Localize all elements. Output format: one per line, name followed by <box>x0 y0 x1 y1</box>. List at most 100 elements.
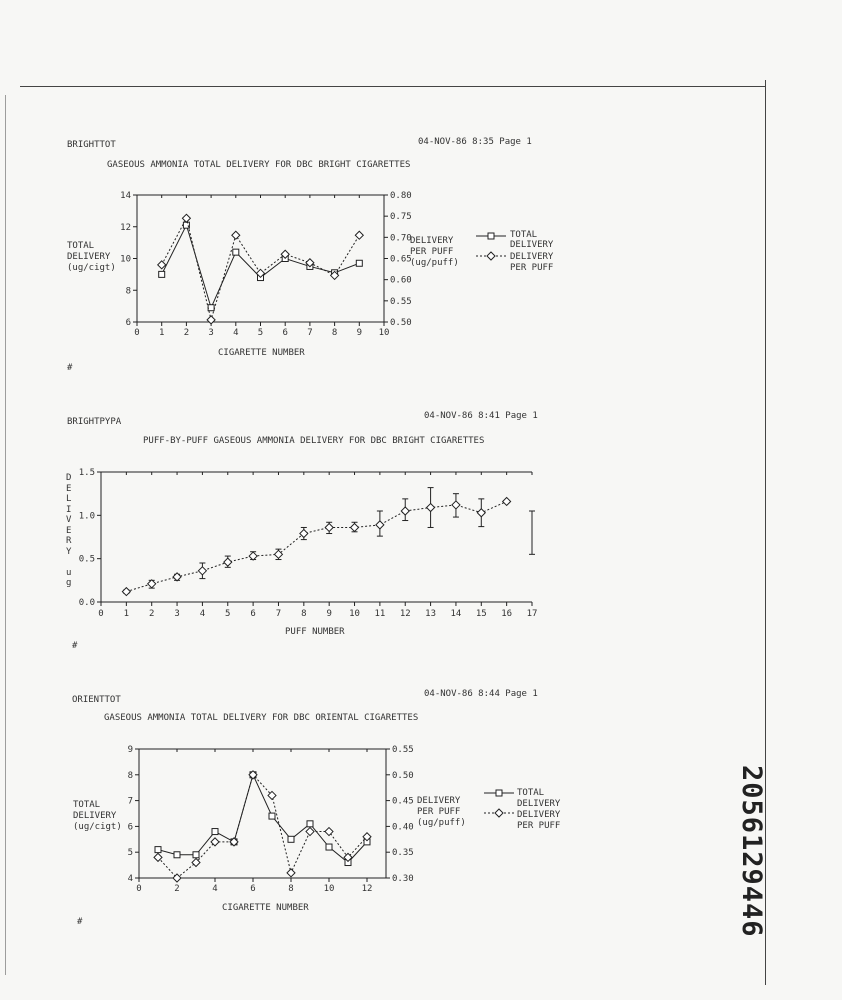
chart1-ylabel-2: DELIVERY <box>67 252 111 262</box>
chart3-series-1-point <box>229 837 239 847</box>
chart2-plot: 0 1 2 3 4 5 6 7 8 9 10 11 12 13 14 15 16 170.00.51.01.5 <box>79 468 538 619</box>
chart2-ytick-label: 1.5 <box>79 468 95 478</box>
chart2-xlabel: PUFF NUMBER <box>285 627 345 637</box>
chart3-ytick-label: 8 <box>128 771 133 781</box>
chart1-y2tick-label: 0.70 <box>390 233 412 243</box>
chart1-ytick-label: 8 <box>126 286 131 296</box>
chart3-xlabel: CIGARETTE NUMBER <box>222 903 309 913</box>
chart3-series-0-point <box>306 820 314 828</box>
chart2-xtick-label: 10 <box>349 609 360 619</box>
chart1-ylabel-3: (ug/cigt) <box>67 263 116 273</box>
chart2-point <box>248 551 258 561</box>
chart3-series-1-point <box>210 837 220 847</box>
chart3-legend-total-2: DELIVERY <box>517 799 561 809</box>
chart1-series-1-point <box>206 315 216 325</box>
chart1-ylabel-1: TOTAL <box>67 241 95 251</box>
chart3-y2tick-label: 0.30 <box>392 874 414 884</box>
chart3-series-0-point <box>173 851 181 859</box>
chart1-xtick-label: 8 <box>332 328 337 338</box>
chart2-point <box>349 522 360 533</box>
chart3-series-1-point <box>172 873 182 883</box>
chart1-xtick-label: 1 <box>159 328 164 338</box>
chart1-series-0-point <box>355 259 363 267</box>
chart2-footer: # <box>72 641 78 651</box>
chart3-ylabel-3: (ug/cigt) <box>73 822 122 832</box>
chart1-series-0-point <box>232 248 240 256</box>
chart1-series-1-point <box>156 260 167 270</box>
chart1-xtick-label: 0 <box>134 328 139 338</box>
chart3-y2tick-label: 0.35 <box>392 848 414 858</box>
page-border-left <box>5 95 6 975</box>
chart2-xtick-label: 9 <box>326 609 331 619</box>
chart3-plot-frame <box>138 748 387 879</box>
chart1-xtick-label: 3 <box>208 328 213 338</box>
chart2-ytick-label: 0.5 <box>79 555 95 565</box>
chart1-legend-puff-2: PER PUFF <box>510 263 554 273</box>
chart2-point <box>425 502 436 513</box>
chart3-legend-total-1: TOTAL <box>517 788 545 798</box>
chart3-ylabel-2: DELIVERY <box>73 811 117 821</box>
chart3-legend-swatches <box>484 789 514 818</box>
chart2-ylabel-letter: g <box>66 578 72 588</box>
chart1-y2tick-label: 0.65 <box>390 255 412 265</box>
chart2-xtick-label: 15 <box>476 609 487 619</box>
chart3-y2tick-label: 0.45 <box>392 797 414 807</box>
chart3-series-0-point <box>192 851 200 859</box>
chart2-ylabel-letter: u <box>66 567 72 578</box>
chart1-y2label-1: DELIVERY <box>410 236 454 246</box>
chart2-xtick-label: 1 <box>124 609 129 619</box>
chart2-timestamp: 04-NOV-86 8:41 Page 1 <box>424 411 538 421</box>
chart2-point <box>299 528 309 539</box>
chart2-ylabel-letter: V <box>66 515 72 525</box>
chart2-point <box>476 508 487 518</box>
chart3-series-1-point <box>343 852 353 863</box>
chart3-xtick-label: 12 <box>362 884 373 894</box>
chart3-series-line-1 <box>157 773 368 879</box>
chart3-series-1-point <box>248 770 258 780</box>
bates-stamp: 2056129446 <box>736 765 767 938</box>
chart2-ylabel-letter: I <box>66 504 72 515</box>
chart3-footer: # <box>77 917 83 927</box>
chart1-series-1-point <box>305 258 315 268</box>
chart3-plot: 0 2 4 6 8 10 12 4 5 6 7 8 9 0.30 0.35 0.40 0.45 0.50 0.55 <box>128 745 414 894</box>
chart1-ytick-label: 10 <box>120 255 131 265</box>
chart3-xtick-label: 4 <box>212 884 217 894</box>
chart3-series-1-point <box>153 852 163 863</box>
chart3-title: GASEOUS AMMONIA TOTAL DELIVERY FOR DBC O… <box>104 713 419 723</box>
chart1-timestamp: 04-NOV-86 8:35 Page 1 <box>418 137 532 147</box>
chart2-series-line <box>126 501 507 593</box>
chart3-ytick-label: 5 <box>128 848 133 858</box>
chart1-xtick-label: 5 <box>258 328 263 338</box>
chart2-xtick-label: 17 <box>527 609 538 619</box>
chart2-xtick-label: 8 <box>301 609 306 619</box>
chart1-xtick-label: 6 <box>282 328 287 338</box>
chart2-point <box>197 566 208 576</box>
chart1-series-1-point <box>255 268 266 279</box>
chart2-point <box>172 572 182 582</box>
chart2-ylabel-letter: R <box>66 536 72 546</box>
chart3-ytick-label: 7 <box>128 797 133 807</box>
chart3-file-label: ORIENTTOT <box>72 695 121 705</box>
chart2-xtick-label: 0 <box>98 609 103 619</box>
chart1-series-1-point <box>231 230 241 240</box>
chart3-series-0-point <box>325 843 333 851</box>
chart2-point <box>501 496 512 507</box>
chart3-y2tick-label: 0.50 <box>392 771 414 781</box>
chart1-legend-puff-1: DELIVERY <box>510 252 554 262</box>
chart3-series-0-point <box>287 835 295 843</box>
chart1-series-1-point <box>329 270 340 281</box>
chart3-legend-puff-2: PER PUFF <box>517 821 561 831</box>
chart1-y2tick-label: 0.55 <box>390 297 412 307</box>
chart1-series-1-point <box>181 213 192 223</box>
chart3-legend-puff-1: DELIVERY <box>517 810 561 820</box>
chart1-y2tick-label: 0.60 <box>390 276 412 286</box>
chart3-series-1-point <box>305 826 315 837</box>
chart3-series-0-point <box>154 846 162 854</box>
chart2-point <box>400 506 410 516</box>
chart2-xtick-label: 7 <box>276 609 281 619</box>
chart3-timestamp: 04-NOV-86 8:44 Page 1 <box>424 689 538 699</box>
chart1-plot: 0 1 2 3 4 5 6 7 8 9 10681012140.500.550.600.650.70… <box>120 191 412 338</box>
chart1-plot-frame <box>136 194 385 323</box>
chart2-ylabel-letter: Y <box>66 546 72 557</box>
